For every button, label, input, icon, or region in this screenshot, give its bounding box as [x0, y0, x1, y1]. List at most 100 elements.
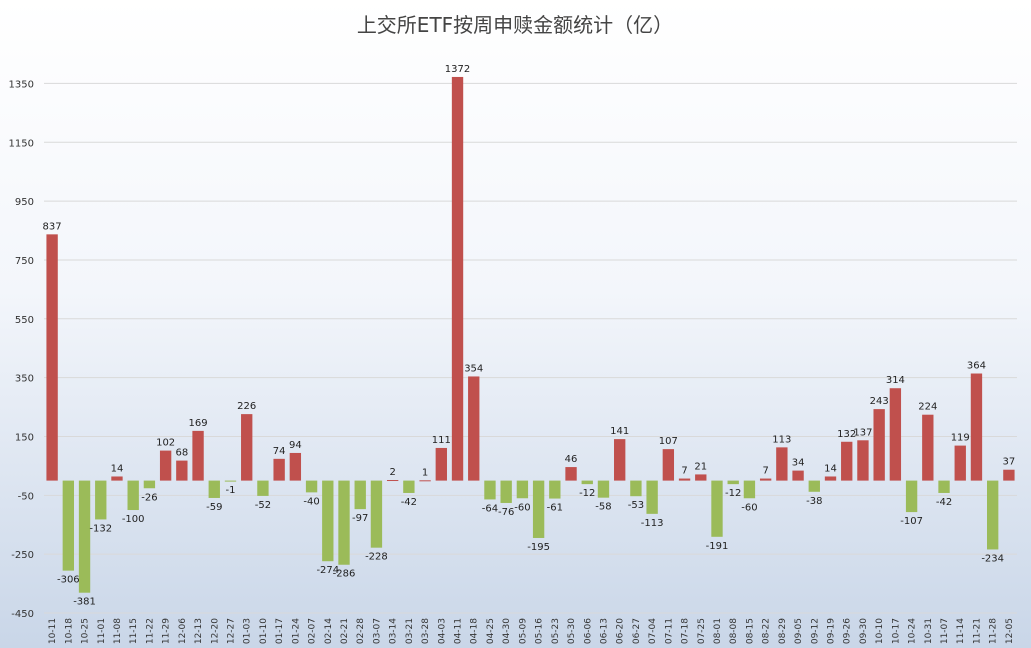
data-label: -107 — [900, 516, 923, 527]
bar — [970, 373, 983, 481]
data-label: 119 — [951, 433, 970, 444]
bar — [646, 480, 658, 514]
data-label: -12 — [579, 488, 595, 499]
data-label: -53 — [628, 500, 644, 511]
bar — [127, 480, 139, 511]
x-tick-label: 05-23 — [551, 618, 561, 644]
x-tick-label: 05-09 — [518, 618, 528, 644]
x-tick-label: 06-06 — [583, 618, 593, 644]
data-label: -195 — [527, 542, 550, 553]
bar — [727, 480, 739, 485]
data-label: 224 — [918, 402, 937, 413]
x-tick-label: 06-20 — [616, 618, 626, 644]
bar — [597, 480, 610, 498]
x-tick-label: 10-25 — [81, 618, 91, 644]
data-label: -60 — [741, 502, 757, 513]
data-label: -42 — [401, 497, 417, 508]
bar — [630, 480, 642, 497]
x-tick-label: 10-17 — [891, 618, 901, 644]
x-tick-label: 04-30 — [502, 618, 512, 644]
y-tick-label: 1150 — [9, 138, 34, 149]
data-label: -64 — [482, 503, 498, 514]
data-label: 21 — [694, 461, 707, 472]
data-label: -274 — [316, 565, 339, 576]
bar — [338, 480, 350, 565]
data-label: 34 — [792, 458, 805, 469]
x-tick-label: 10-18 — [64, 618, 74, 644]
bar — [484, 480, 496, 500]
bar — [759, 478, 772, 481]
x-tick-label: 07-25 — [697, 618, 707, 644]
data-label: -61 — [547, 503, 563, 514]
data-label: 102 — [156, 438, 175, 449]
bar — [743, 480, 756, 499]
x-tick-label: 01-10 — [259, 618, 269, 644]
x-tick-label: 11-22 — [145, 618, 155, 644]
x-tick-label: 08-01 — [713, 618, 723, 644]
bar — [695, 474, 707, 481]
y-tick-label: -450 — [11, 609, 34, 620]
bar — [857, 440, 869, 481]
x-tick-label: 02-28 — [356, 618, 366, 644]
x-tick-label: 08-29 — [778, 618, 788, 644]
bar — [289, 452, 302, 481]
bar — [46, 234, 58, 481]
y-tick-label: 550 — [15, 315, 34, 326]
bar — [208, 480, 220, 498]
data-label: -132 — [89, 523, 112, 534]
data-label: -97 — [352, 513, 368, 524]
y-tick-label: -50 — [18, 491, 34, 502]
bar — [662, 449, 675, 481]
bar — [1003, 469, 1015, 481]
data-label: 113 — [772, 434, 791, 445]
data-label: 7 — [681, 466, 687, 477]
x-tick-label: 08-08 — [729, 618, 739, 644]
bar — [224, 480, 237, 482]
bar — [873, 409, 885, 481]
bar — [678, 478, 691, 481]
x-tick-label: 06-13 — [599, 618, 609, 644]
x-tick-label: 12-06 — [178, 618, 188, 644]
x-tick-label: 11-28 — [989, 618, 999, 644]
bar — [370, 480, 383, 548]
bar — [143, 480, 156, 489]
data-label: 74 — [273, 446, 286, 457]
y-tick-label: -250 — [11, 550, 34, 561]
x-tick-label: 09-30 — [859, 618, 869, 644]
x-tick-label: 09-05 — [794, 618, 804, 644]
x-tick-label: 07-18 — [681, 618, 691, 644]
data-label: 94 — [289, 440, 302, 451]
bar — [500, 480, 512, 503]
x-tick-label: 01-17 — [275, 618, 285, 644]
x-tick-label: 03-14 — [389, 618, 399, 644]
data-label: 1372 — [445, 64, 470, 75]
data-labels: 837-306-381-13214-100-2610268169-59-1226… — [43, 64, 1016, 608]
data-label: 2 — [389, 467, 395, 478]
x-tick-label: 01-24 — [291, 618, 301, 644]
data-label: 14 — [824, 463, 837, 474]
x-tick-label: 11-15 — [129, 618, 139, 644]
y-tick-label: 1350 — [9, 79, 34, 90]
bar — [192, 430, 204, 481]
data-label: -38 — [806, 496, 822, 507]
x-tick-label: 11-14 — [956, 618, 966, 644]
data-label: 111 — [432, 435, 451, 446]
x-tick-label: 03-21 — [405, 618, 415, 644]
data-label: 7 — [762, 466, 768, 477]
x-tick-label: 10-31 — [924, 618, 934, 644]
data-label: -286 — [333, 569, 356, 580]
x-tick-label: 06-27 — [632, 618, 642, 644]
data-label: -60 — [514, 502, 530, 513]
y-axis-ticks: -450 -250 -50 150 350 550 750 950 1150 1350 — [9, 79, 34, 620]
bar — [776, 447, 788, 481]
x-tick-label: 11-21 — [972, 618, 982, 644]
data-label: 68 — [175, 448, 188, 459]
data-label: -12 — [725, 488, 741, 499]
data-label: -59 — [206, 502, 222, 513]
data-label: 243 — [870, 396, 889, 407]
data-label: -234 — [981, 553, 1004, 564]
y-tick-label: 950 — [15, 197, 34, 208]
x-tick-label: 03-07 — [372, 618, 382, 644]
data-label: 37 — [1003, 457, 1016, 468]
x-tick-label: 05-30 — [567, 618, 577, 644]
